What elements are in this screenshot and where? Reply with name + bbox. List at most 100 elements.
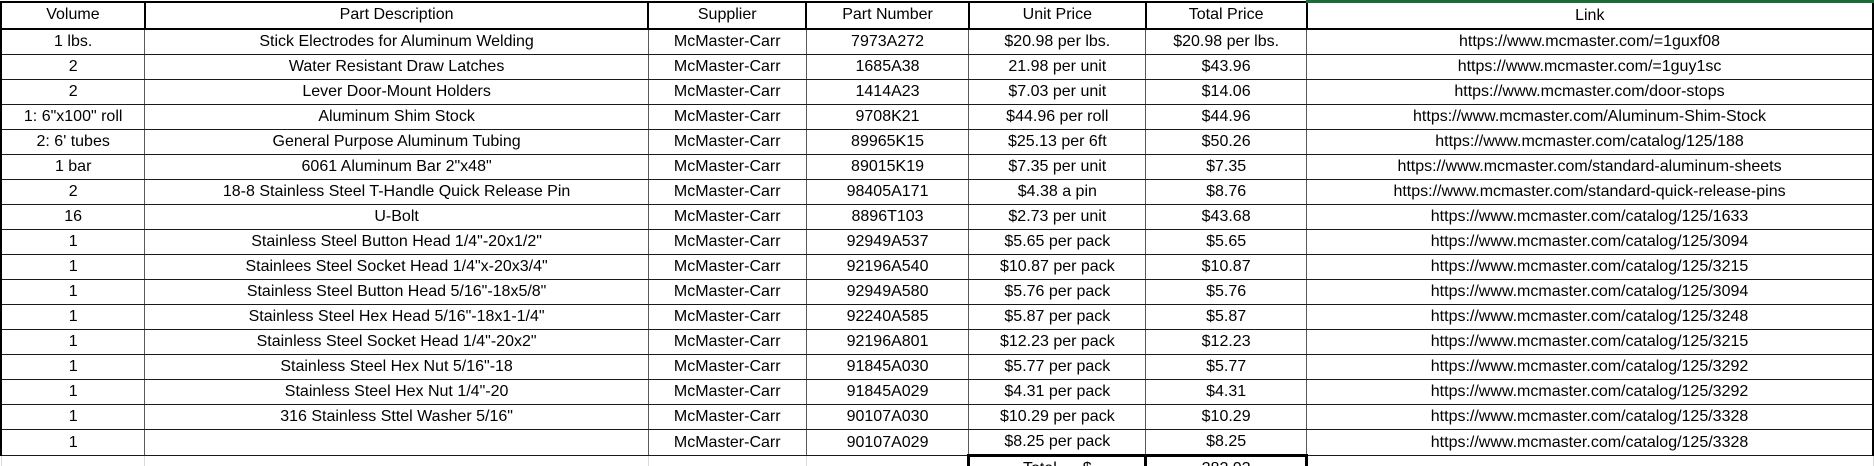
cell-part-number[interactable]: 92196A801 bbox=[805, 329, 970, 355]
cell-part-number[interactable]: 8896T103 bbox=[805, 204, 970, 230]
cell-link[interactable]: https://www.mcmaster.com/catalog/125/321… bbox=[1306, 254, 1874, 280]
cell-supplier[interactable]: McMaster-Carr bbox=[647, 129, 807, 155]
cell-unit-price[interactable]: $4.31 per pack bbox=[968, 379, 1147, 405]
cell-supplier[interactable]: McMaster-Carr bbox=[647, 304, 807, 330]
cell-part-number[interactable]: 91845A030 bbox=[805, 354, 970, 380]
cell-supplier[interactable]: McMaster-Carr bbox=[647, 28, 807, 55]
cell-link[interactable]: https://www.mcmaster.com/=1guxf08 bbox=[1306, 28, 1874, 55]
cell-part-description[interactable]: 18-8 Stainless Steel T-Handle Quick Rele… bbox=[144, 179, 649, 205]
cell-link[interactable]: https://www.mcmaster.com/catalog/125/188 bbox=[1306, 129, 1874, 155]
cell-link[interactable]: https://www.mcmaster.com/=1guy1sc bbox=[1306, 54, 1874, 80]
cell-total-price[interactable]: $10.29 bbox=[1145, 404, 1308, 430]
cell-volume[interactable]: 1 bbox=[0, 279, 146, 305]
cell-supplier[interactable]: McMaster-Carr bbox=[647, 54, 807, 80]
cell-unit-price[interactable]: $7.03 per unit bbox=[968, 79, 1147, 105]
cell-supplier[interactable]: McMaster-Carr bbox=[647, 79, 807, 105]
cell-total-price[interactable]: $5.76 bbox=[1145, 279, 1308, 305]
cell-link[interactable]: https://www.mcmaster.com/catalog/125/309… bbox=[1306, 279, 1874, 305]
cell-supplier[interactable]: McMaster-Carr bbox=[647, 404, 807, 430]
cell-part-number[interactable]: 90107A029 bbox=[805, 429, 970, 456]
cell-total-price[interactable]: $5.65 bbox=[1145, 229, 1308, 255]
cell-part-number[interactable]: 1685A38 bbox=[805, 54, 970, 80]
cell-total-price[interactable]: $12.23 bbox=[1145, 329, 1308, 355]
cell-part-number[interactable]: 91845A029 bbox=[805, 379, 970, 405]
cell-part-description[interactable]: Stainless Steel Button Head 5/16"-18x5/8… bbox=[144, 279, 649, 305]
cell-volume[interactable]: 1 bbox=[0, 404, 146, 430]
cell-unit-price[interactable]: $44.96 per roll bbox=[968, 104, 1147, 130]
cell-unit-price[interactable]: $4.38 a pin bbox=[968, 179, 1147, 205]
cell-link[interactable]: https://www.mcmaster.com/Aluminum-Shim-S… bbox=[1306, 104, 1874, 130]
cell-part-description[interactable]: Water Resistant Draw Latches bbox=[144, 54, 649, 80]
cell-part-description[interactable]: Stainless Steel Hex Nut 5/16"-18 bbox=[144, 354, 649, 380]
cell-unit-price[interactable]: $20.98 per lbs. bbox=[968, 28, 1147, 55]
cell-part-description[interactable] bbox=[144, 429, 649, 456]
cell-supplier[interactable]: McMaster-Carr bbox=[647, 254, 807, 280]
cell-unit-price[interactable]: $25.13 per 6ft bbox=[968, 129, 1147, 155]
header-unit-price[interactable]: Unit Price bbox=[967, 0, 1147, 30]
cell-unit-price[interactable]: $10.87 per pack bbox=[968, 254, 1147, 280]
cell-volume[interactable]: 1 bbox=[0, 429, 146, 456]
cell-link[interactable]: https://www.mcmaster.com/catalog/125/332… bbox=[1306, 404, 1874, 430]
cell-part-description[interactable]: 6061 Aluminum Bar 2"x48" bbox=[144, 154, 649, 180]
empty-cell[interactable] bbox=[805, 455, 970, 466]
cell-unit-price[interactable]: $2.73 per unit bbox=[968, 204, 1147, 230]
cell-volume[interactable]: 2 bbox=[0, 54, 146, 80]
cell-part-number[interactable]: 9708K21 bbox=[805, 104, 970, 130]
cell-volume[interactable]: 1: 6"x100" roll bbox=[0, 104, 146, 130]
total-value-cell[interactable]: 282.03 bbox=[1144, 454, 1309, 466]
cell-link[interactable]: https://www.mcmaster.com/catalog/125/332… bbox=[1306, 429, 1874, 456]
header-supplier[interactable]: Supplier bbox=[647, 0, 808, 30]
cell-part-description[interactable]: Stainless Steel Hex Head 5/16"-18x1-1/4" bbox=[144, 304, 649, 330]
cell-unit-price[interactable]: $12.23 per pack bbox=[968, 329, 1147, 355]
cell-total-price[interactable]: $5.87 bbox=[1145, 304, 1308, 330]
cell-link[interactable]: https://www.mcmaster.com/catalog/125/324… bbox=[1306, 304, 1874, 330]
cell-supplier[interactable]: McMaster-Carr bbox=[647, 204, 807, 230]
cell-link[interactable]: https://www.mcmaster.com/catalog/125/329… bbox=[1306, 379, 1874, 405]
cell-volume[interactable]: 1 bar bbox=[0, 154, 146, 180]
cell-part-description[interactable]: Stainless Steel Hex Nut 1/4"-20 bbox=[144, 379, 649, 405]
header-volume[interactable]: Volume bbox=[0, 0, 146, 30]
empty-cell[interactable] bbox=[647, 455, 807, 466]
cell-part-description[interactable]: Stainless Steel Button Head 1/4"-20x1/2" bbox=[144, 229, 649, 255]
header-total-price[interactable]: Total Price bbox=[1144, 0, 1308, 30]
cell-supplier[interactable]: McMaster-Carr bbox=[647, 279, 807, 305]
cell-supplier[interactable]: McMaster-Carr bbox=[647, 229, 807, 255]
cell-total-price[interactable]: $43.96 bbox=[1145, 54, 1308, 80]
cell-total-price[interactable]: $5.77 bbox=[1145, 354, 1308, 380]
cell-part-description[interactable]: Stainless Steel Socket Head 1/4"-20x2" bbox=[144, 329, 649, 355]
cell-volume[interactable]: 2 bbox=[0, 79, 146, 105]
cell-link[interactable]: https://www.mcmaster.com/catalog/125/321… bbox=[1306, 329, 1874, 355]
cell-unit-price[interactable]: 21.98 per unit bbox=[968, 54, 1147, 80]
cell-volume[interactable]: 16 bbox=[0, 204, 146, 230]
cell-unit-price[interactable]: $5.76 per pack bbox=[968, 279, 1147, 305]
cell-unit-price[interactable]: $8.25 per pack bbox=[968, 429, 1147, 456]
empty-cell[interactable] bbox=[1306, 455, 1874, 466]
cell-total-price[interactable]: $10.87 bbox=[1145, 254, 1308, 280]
cell-part-description[interactable]: 316 Stainless Sttel Washer 5/16" bbox=[144, 404, 649, 430]
cell-part-number[interactable]: 89965K15 bbox=[805, 129, 970, 155]
cell-total-price[interactable]: $14.06 bbox=[1145, 79, 1308, 105]
cell-part-number[interactable]: 92949A580 bbox=[805, 279, 970, 305]
cell-part-description[interactable]: Aluminum Shim Stock bbox=[144, 104, 649, 130]
header-part-number[interactable]: Part Number bbox=[805, 0, 970, 30]
cell-total-price[interactable]: $50.26 bbox=[1145, 129, 1308, 155]
cell-part-number[interactable]: 1414A23 bbox=[805, 79, 970, 105]
cell-total-price[interactable]: $43.68 bbox=[1145, 204, 1308, 230]
cell-part-number[interactable]: 90107A030 bbox=[805, 404, 970, 430]
cell-link[interactable]: https://www.mcmaster.com/catalog/125/329… bbox=[1306, 354, 1874, 380]
cell-part-description[interactable]: U-Bolt bbox=[144, 204, 649, 230]
cell-supplier[interactable]: McMaster-Carr bbox=[647, 379, 807, 405]
cell-volume[interactable]: 1 bbox=[0, 254, 146, 280]
cell-supplier[interactable]: McMaster-Carr bbox=[647, 104, 807, 130]
empty-cell[interactable] bbox=[144, 455, 649, 466]
cell-part-description[interactable]: Lever Door-Mount Holders bbox=[144, 79, 649, 105]
cell-volume[interactable]: 1 lbs. bbox=[0, 28, 146, 55]
cell-supplier[interactable]: McMaster-Carr bbox=[647, 429, 807, 456]
cell-supplier[interactable]: McMaster-Carr bbox=[647, 329, 807, 355]
cell-unit-price[interactable]: $5.77 per pack bbox=[968, 354, 1147, 380]
cell-unit-price[interactable]: $10.29 per pack bbox=[968, 404, 1147, 430]
cell-part-number[interactable]: 7973A272 bbox=[805, 28, 970, 55]
cell-part-number[interactable]: 92240A585 bbox=[805, 304, 970, 330]
cell-volume[interactable]: 1 bbox=[0, 329, 146, 355]
cell-volume[interactable]: 1 bbox=[0, 354, 146, 380]
